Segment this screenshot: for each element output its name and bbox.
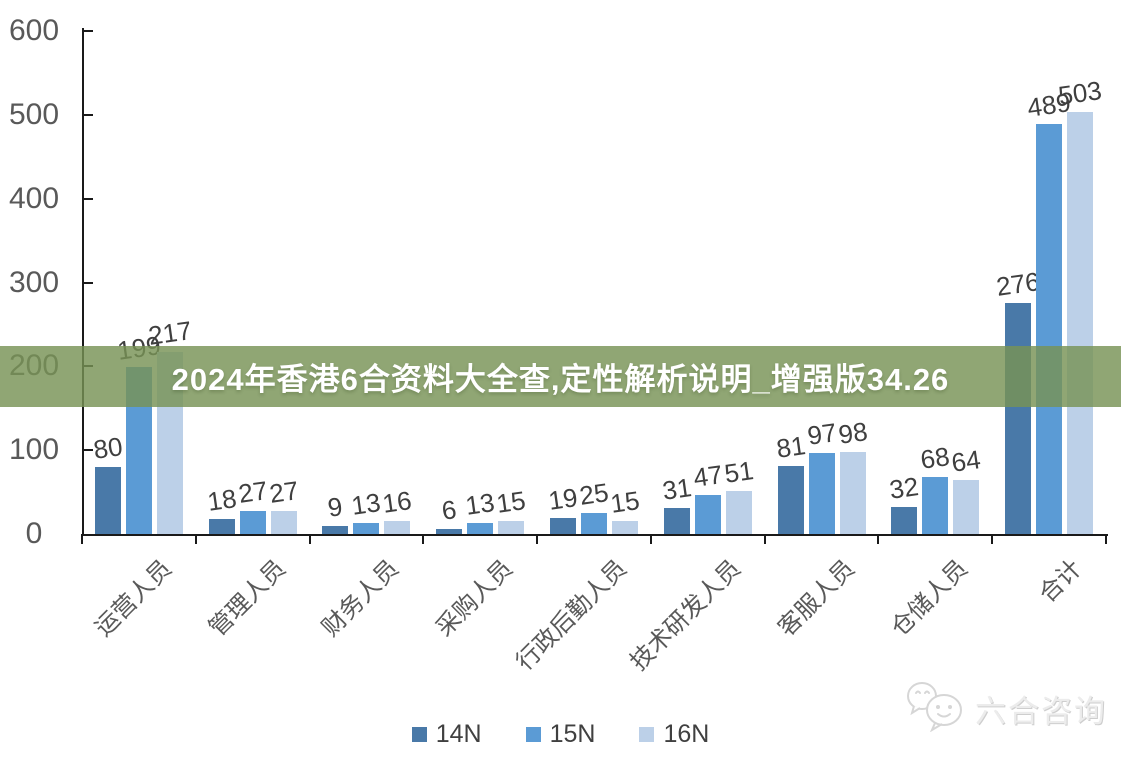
watermark-text: 六合咨询 <box>975 694 1107 729</box>
bar-15N-采购人员 <box>467 523 494 534</box>
bar-15N-合计 <box>1036 124 1063 534</box>
bar-16N-管理人员 <box>270 511 297 534</box>
y-axis-tick <box>83 197 93 200</box>
x-axis-tick <box>649 534 652 544</box>
x-axis-tick <box>422 534 425 544</box>
x-axis-line <box>82 534 1108 536</box>
y-axis-tick-label: 300 <box>8 265 60 299</box>
bar-14N-采购人员 <box>436 529 463 534</box>
bar-15N-财务人员 <box>353 523 380 534</box>
bar-16N-采购人员 <box>498 521 525 534</box>
bar-16N-合计 <box>1067 112 1094 534</box>
x-axis-tick <box>308 534 311 544</box>
bar-14N-客服人员 <box>777 466 804 534</box>
overlay-ad-banner-text: 2024年香港6合资料大全查,定性解析说明_增强版34.26 <box>171 362 950 397</box>
x-axis-tick <box>536 534 539 544</box>
data-label: 503 <box>1056 75 1104 111</box>
x-axis-category-label: 管理人员 <box>203 554 291 642</box>
x-axis-tick <box>763 534 766 544</box>
y-axis-tick-label: 100 <box>8 433 60 467</box>
legend-swatch <box>525 726 541 742</box>
x-axis-category-label: 技术研发人员 <box>624 554 746 676</box>
bar-15N-客服人员 <box>808 453 835 534</box>
bar-15N-仓储人员 <box>922 477 949 534</box>
bar-14N-运营人员 <box>94 467 121 534</box>
bar-14N-行政后勤人员 <box>550 518 576 534</box>
bar-14N-技术研发人员 <box>663 508 690 534</box>
y-axis-tick <box>83 30 93 32</box>
bar-16N-技术研发人员 <box>725 491 752 534</box>
x-axis-category-label: 财务人员 <box>317 554 405 642</box>
legend-item-14n: 14N <box>411 719 482 748</box>
x-axis-category-label: 运营人员 <box>89 554 177 642</box>
y-axis-tick-label: 500 <box>8 97 60 131</box>
x-axis-category-label: 客服人员 <box>772 554 860 642</box>
legend-swatch <box>639 726 655 742</box>
legend-item-15n: 15N <box>525 719 596 748</box>
y-axis-tick-label: 0 <box>25 517 43 550</box>
x-axis-tick <box>991 534 994 544</box>
y-axis-tick <box>83 281 93 284</box>
y-axis-tick-label: 400 <box>8 181 60 215</box>
y-axis-tick <box>83 113 93 116</box>
bar-16N-客服人员 <box>839 452 866 534</box>
bar-14N-财务人员 <box>322 526 349 534</box>
legend-label: 15N <box>549 719 596 748</box>
bar-15N-技术研发人员 <box>694 495 721 534</box>
x-axis-tick <box>1105 534 1107 544</box>
bar-16N-财务人员 <box>384 521 411 534</box>
bar-14N-合计 <box>1005 303 1032 534</box>
bar-16N-行政后勤人员 <box>612 521 638 534</box>
legend-item-16n: 16N <box>639 719 710 748</box>
x-axis-tick <box>194 534 197 544</box>
legend-swatch <box>411 726 427 742</box>
x-axis-tick <box>877 534 880 544</box>
bar-16N-仓储人员 <box>953 480 980 534</box>
y-axis-tick-label: 600 <box>8 14 60 47</box>
bar-15N-行政后勤人员 <box>581 513 607 534</box>
y-axis-tick <box>83 449 93 452</box>
bar-15N-管理人员 <box>239 511 266 534</box>
x-axis-category-label: 采购人员 <box>431 554 519 642</box>
x-axis-category-label: 行政后勤人员 <box>511 554 633 676</box>
legend-label: 16N <box>663 719 710 748</box>
x-axis-category-label: 仓储人员 <box>886 554 974 642</box>
bar-14N-仓储人员 <box>891 507 918 534</box>
overlay-ad-banner: 2024年香港6合资料大全查,定性解析说明_增强版34.26 <box>0 346 1121 407</box>
x-axis-category-label: 合计 <box>1034 554 1088 608</box>
wechat-chat-bubbles-icon <box>905 680 967 737</box>
chart-legend: 14N 15N 16N <box>0 716 1121 752</box>
watermark: 六合咨询 <box>905 680 1107 737</box>
bar-14N-管理人员 <box>208 519 235 534</box>
x-axis-tick <box>81 534 83 544</box>
legend-label: 14N <box>435 719 482 748</box>
